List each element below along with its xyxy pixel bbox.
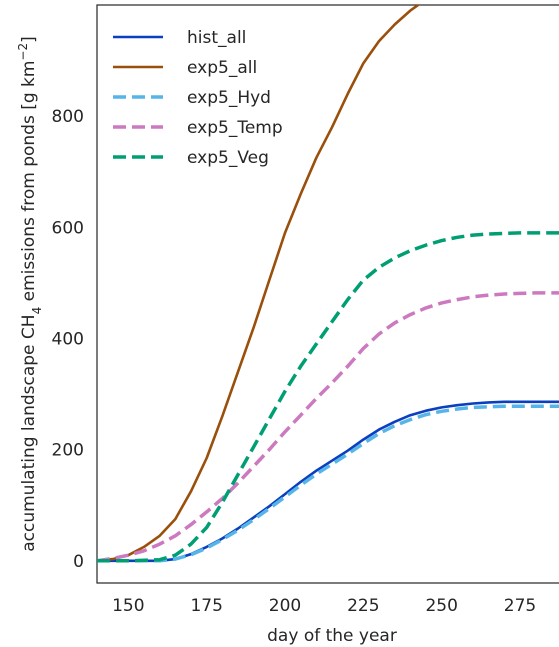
x-tick-label: 250 <box>425 596 457 616</box>
legend-label-hist_all: hist_all <box>187 28 246 48</box>
y-tick-label: 200 <box>52 441 84 461</box>
y-tick-labels: 0 200 400 600 800 <box>52 107 84 572</box>
y-tick-label: 0 <box>73 552 84 572</box>
legend: hist_all exp5_all exp5_Hyd exp5_Temp exp5_Ve… <box>113 28 283 168</box>
x-tick-label: 150 <box>112 596 144 616</box>
legend-label-exp5_Hyd: exp5_Hyd <box>187 88 271 108</box>
x-axis-label: day of the year <box>267 626 397 646</box>
x-tick-label: 275 <box>504 596 536 616</box>
x-tick-labels: 150 175 200 225 250 275 <box>112 596 536 616</box>
series-line-exp5_Veg <box>97 231 559 563</box>
series-line-exp5_Temp <box>97 291 559 563</box>
y-tick-label: 800 <box>52 107 84 127</box>
legend-label-exp5_all: exp5_all <box>187 58 257 78</box>
series-layer <box>97 5 559 563</box>
plot-frame <box>96 4 559 584</box>
x-tick-label: 175 <box>190 596 222 616</box>
series-line-exp5_Hyd <box>97 404 559 563</box>
y-tick-label: 600 <box>52 218 84 238</box>
series-line-exp5_all <box>97 5 421 563</box>
legend-label-exp5_Temp: exp5_Temp <box>187 118 283 138</box>
x-tick-label: 225 <box>347 596 379 616</box>
legend-label-exp5_Veg: exp5_Veg <box>187 148 269 168</box>
y-tick-label: 400 <box>52 329 84 349</box>
y-axis-label: accumulating landscape CH4 emissions fro… <box>16 36 44 552</box>
x-tick-label: 200 <box>269 596 301 616</box>
